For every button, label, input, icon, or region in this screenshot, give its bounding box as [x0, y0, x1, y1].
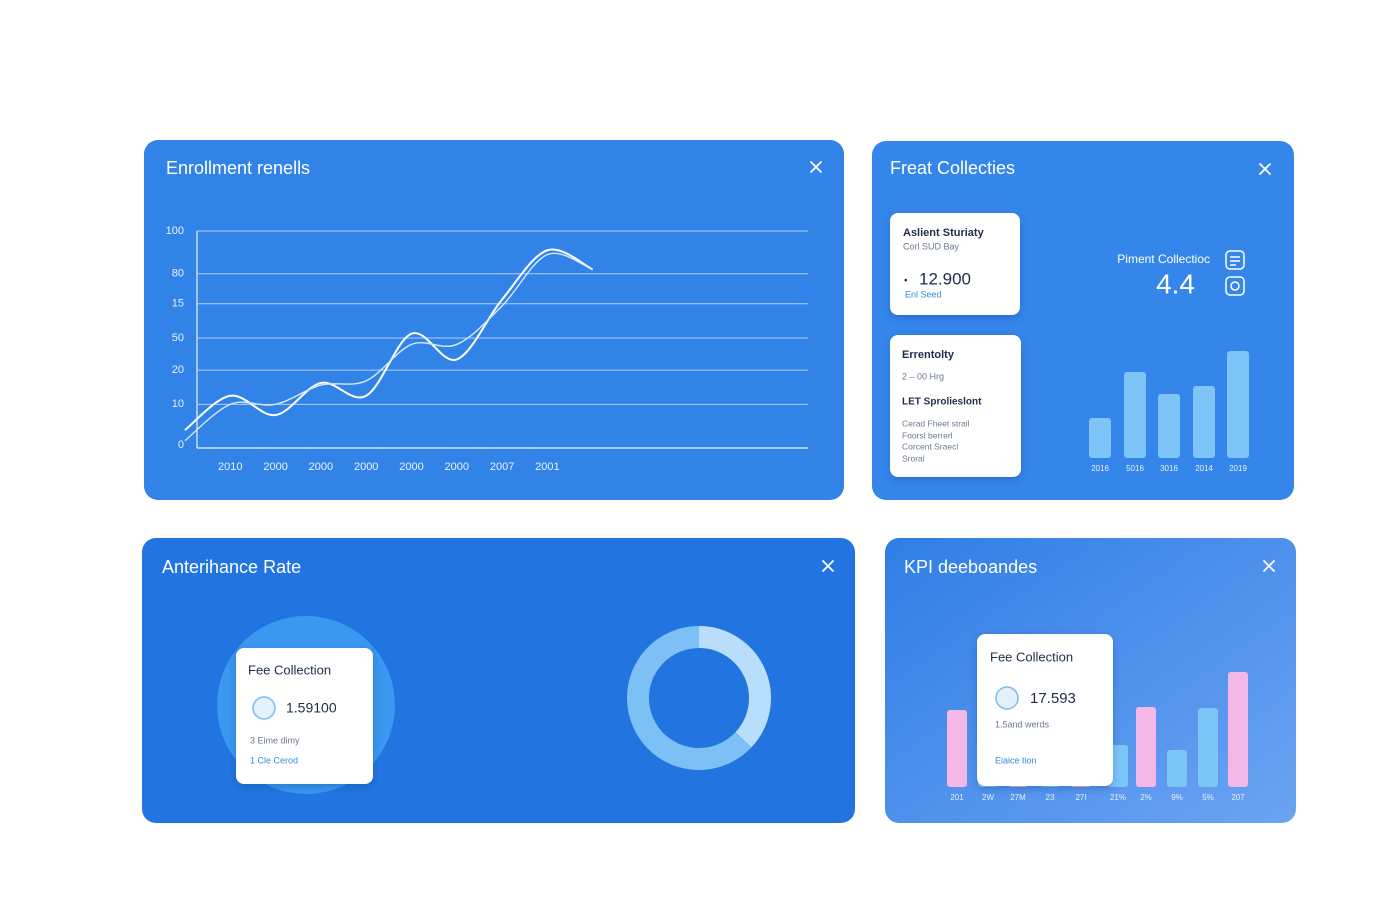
y-tick-label: 0 — [178, 439, 184, 451]
card-text: Errentolty — [902, 349, 955, 361]
x-tick-label: 5% — [1202, 793, 1214, 802]
x-tick-label: 2014 — [1195, 464, 1213, 473]
y-tick-label: 20 — [172, 364, 184, 376]
x-tick-label: 2000 — [263, 461, 287, 473]
bar — [1228, 672, 1248, 787]
card-text: Eiaice tion — [995, 755, 1037, 765]
x-tick-label: 5016 — [1126, 464, 1144, 473]
bar — [1136, 707, 1156, 787]
bar — [1227, 351, 1249, 458]
card-text: 12.900 — [919, 269, 971, 288]
card-text: Aslient Sturiaty — [903, 227, 985, 239]
card-text: 1.59100 — [286, 700, 337, 716]
x-tick-label: 2000 — [399, 461, 423, 473]
card — [890, 335, 1021, 477]
x-tick-label: 9% — [1171, 793, 1183, 802]
card-text: • — [904, 276, 908, 287]
bar — [1158, 394, 1180, 458]
card — [890, 213, 1020, 315]
x-tick-label: 2001 — [535, 461, 559, 473]
panel — [144, 140, 844, 500]
icon — [252, 696, 276, 720]
bar — [947, 710, 967, 787]
line-series — [184, 252, 593, 442]
x-tick-label: 207 — [1231, 793, 1245, 802]
card-text: Sroral — [902, 453, 925, 463]
y-tick-label: 50 — [172, 332, 184, 344]
card-text: Fee Collection — [990, 649, 1073, 664]
card-text: Foorsl berrerl — [902, 430, 953, 440]
x-tick-label: 2019 — [1229, 464, 1247, 473]
card — [977, 634, 1113, 786]
x-tick-label: 2010 — [218, 461, 242, 473]
bar — [1167, 750, 1187, 787]
x-tick-label: 21% — [1110, 793, 1126, 802]
x-tick-label: 3016 — [1160, 464, 1178, 473]
close-icons — [810, 161, 1275, 572]
kpi-value: 4.4 — [1156, 268, 1195, 299]
icon — [995, 686, 1019, 710]
card-text: Enl Seed — [905, 289, 942, 299]
card-text: Corcent Sraecl — [902, 441, 958, 451]
card-text: Corl SUD Bay — [903, 241, 960, 251]
x-tick-label: 27M — [1010, 793, 1026, 802]
card-text: 17.593 — [1030, 690, 1076, 707]
x-tick-label: 2000 — [354, 461, 378, 473]
panel-title: Freat Collecties — [890, 158, 1015, 178]
close-button[interactable] — [1259, 163, 1271, 175]
bar — [1193, 386, 1215, 458]
kpi-icons — [1225, 250, 1245, 296]
card-text: LET Sprolieslont — [902, 397, 982, 408]
line-series — [184, 248, 594, 431]
bar — [1198, 708, 1218, 787]
y-tick-label: 100 — [166, 225, 184, 237]
panel-title: Anterihance Rate — [162, 557, 301, 577]
card-text: Cerad Fheet strail — [902, 418, 970, 428]
x-tick-label: 2% — [1140, 793, 1152, 802]
x-tick-label: 2016 — [1091, 464, 1109, 473]
close-button[interactable] — [822, 560, 834, 572]
card-text: 1 Cle Cerod — [250, 755, 298, 765]
panel-title: Enrollment renells — [166, 158, 310, 178]
card — [236, 648, 373, 784]
x-tick-label: 23 — [1046, 793, 1055, 802]
x-tick-label: 2W — [982, 793, 994, 802]
card-text: 3 Eime dimy — [250, 735, 300, 745]
card-text: Fee Collection — [248, 662, 331, 677]
y-tick-label: 10 — [172, 398, 184, 410]
panel-title: KPI deeboandes — [904, 557, 1037, 577]
y-tick-label: 80 — [172, 268, 184, 280]
close-button[interactable] — [810, 161, 822, 173]
bar — [1124, 372, 1146, 458]
y-tick-label: 15 — [172, 298, 184, 310]
close-button[interactable] — [1263, 560, 1275, 572]
card-text: 1.5and werds — [995, 719, 1050, 729]
kpi-label: Piment Collectioc — [1117, 252, 1210, 266]
x-tick-label: 27I — [1075, 793, 1086, 802]
donut-segment — [627, 626, 752, 770]
bar — [1089, 418, 1111, 458]
donut-segment — [698, 626, 771, 748]
card-text: 2 – 00 Hrg — [902, 371, 944, 381]
x-tick-label: 2007 — [490, 461, 514, 473]
x-tick-label: 201 — [950, 793, 964, 802]
x-tick-label: 2000 — [309, 461, 333, 473]
x-tick-label: 2000 — [445, 461, 469, 473]
